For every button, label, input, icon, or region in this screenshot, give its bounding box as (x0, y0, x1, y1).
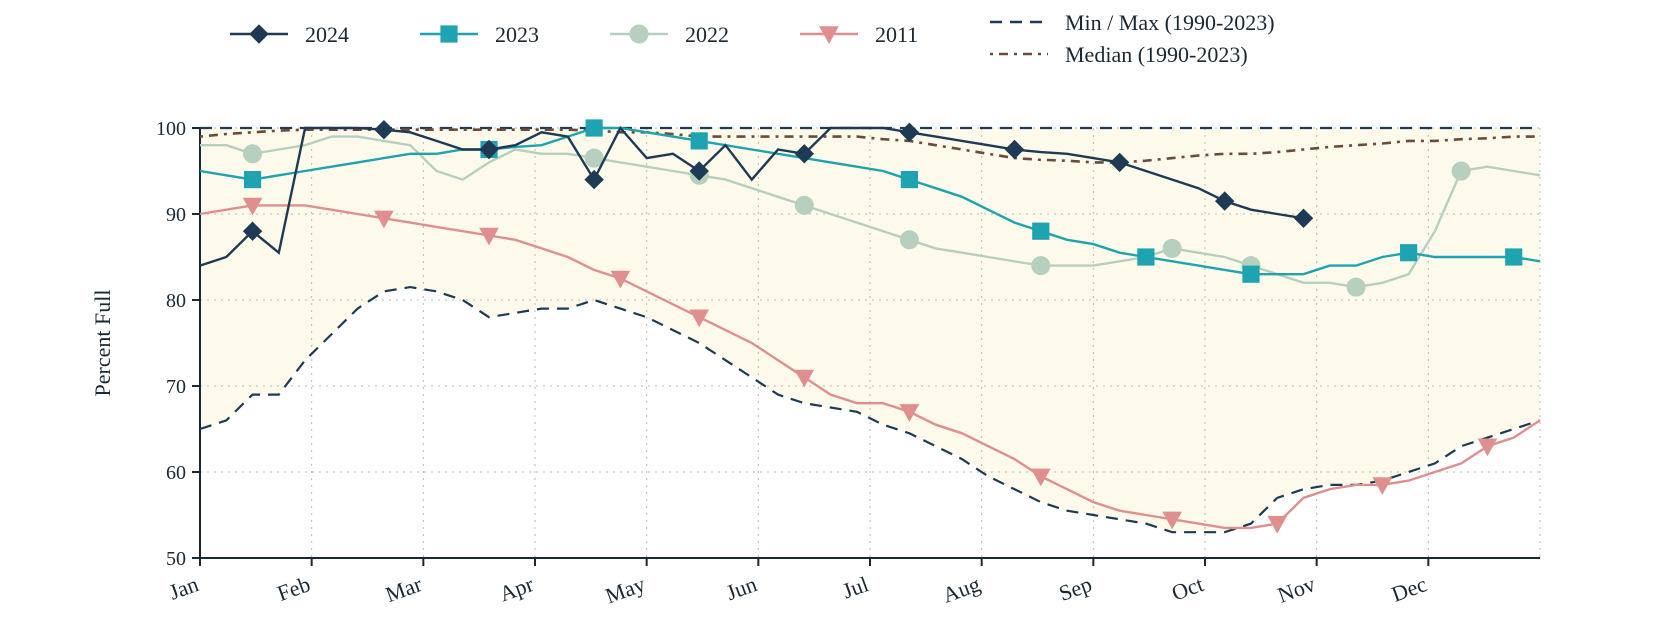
x-tick-label: Jun (723, 571, 760, 605)
reservoir-percent-full-chart: 50 60 70 80 90 100 Jan Feb Mar Apr May Jun Jul Aug Sep… (0, 0, 1680, 630)
legend-label: 2023 (495, 22, 539, 47)
y-tick-label: 90 (166, 204, 186, 226)
x-tick-label: Sep (1055, 571, 1095, 606)
y-tick-label: 50 (166, 548, 186, 570)
x-tick-label: Feb (274, 571, 314, 606)
x-tick-label: Dec (1388, 571, 1430, 607)
x-tick-label: Aug (939, 571, 983, 607)
legend-label: Min / Max (1990-2023) (1065, 10, 1275, 35)
y-tick-label: 70 (166, 376, 186, 398)
x-tick-label: May (602, 571, 648, 608)
y-tick-label: 100 (156, 118, 186, 140)
y-tick-label: 60 (166, 462, 186, 484)
x-tick-label: Apr (496, 571, 537, 606)
x-tick-label: Jan (166, 571, 202, 605)
x-tick-label: Nov (1274, 571, 1318, 607)
y-axis-title: Percent Full (90, 290, 115, 397)
legend-label: Median (1990-2023) (1065, 42, 1248, 67)
x-tick-label: Mar (382, 571, 426, 607)
x-tick-label: Jul (839, 571, 872, 603)
legend-label: 2022 (685, 22, 729, 47)
x-tick-label: Oct (1168, 571, 1206, 605)
legend-label: 2024 (305, 22, 349, 47)
legend-label: 2011 (875, 22, 918, 47)
y-tick-label: 80 (166, 290, 186, 312)
